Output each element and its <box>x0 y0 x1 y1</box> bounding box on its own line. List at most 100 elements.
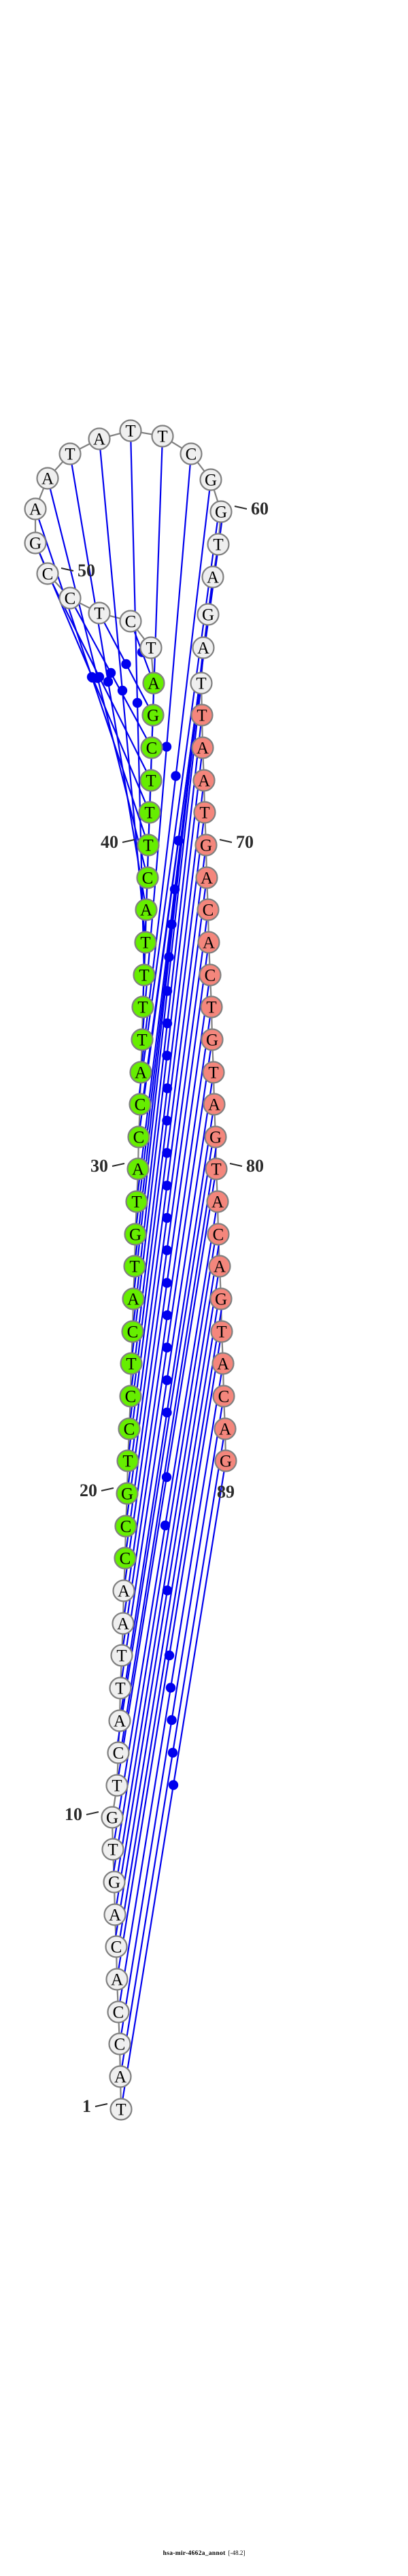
nucleotide-letter: T <box>199 804 209 823</box>
nucleotide-21-T[interactable]: T <box>116 1449 139 1472</box>
nucleotide-66-T[interactable]: T <box>190 704 214 727</box>
nucleotide-20-G[interactable]: G <box>116 1482 139 1505</box>
nucleotide-31-C[interactable]: C <box>127 1125 150 1149</box>
nucleotide-25-C[interactable]: C <box>121 1320 144 1343</box>
nucleotide-42-T[interactable]: T <box>139 769 163 792</box>
nucleotide-13-A[interactable]: A <box>108 1709 131 1732</box>
nucleotide-letter: C <box>218 1388 230 1406</box>
nucleotide-15-T[interactable]: T <box>110 1644 133 1667</box>
nucleotide-1-T[interactable]: T <box>109 2098 133 2121</box>
nucleotide-71-A[interactable]: A <box>195 866 218 889</box>
nucleotide-23-C[interactable]: C <box>119 1385 142 1408</box>
nucleotide-73-A[interactable]: A <box>197 931 220 954</box>
nucleotide-76-G[interactable]: G <box>201 1028 224 1051</box>
nucleotide-8-G[interactable]: G <box>103 1870 126 1894</box>
svg-text:50: 50 <box>78 561 95 580</box>
nucleotide-letter: A <box>197 640 209 658</box>
nucleotide-24-T[interactable]: T <box>120 1352 143 1375</box>
nucleotide-59-G[interactable]: G <box>199 468 222 491</box>
nucleotide-62-A[interactable]: A <box>201 565 224 589</box>
nucleotide-60-G[interactable]: G <box>209 500 233 523</box>
nucleotide-49-C[interactable]: C <box>58 587 82 610</box>
nucleotide-70-G[interactable]: G <box>194 833 218 857</box>
nucleotide-37-T[interactable]: T <box>134 931 157 954</box>
nucleotide-7-A[interactable]: A <box>103 1903 126 1926</box>
nucleotide-27-T[interactable]: T <box>123 1255 146 1278</box>
nucleotide-61-T[interactable]: T <box>207 533 230 556</box>
nucleotide-89-G[interactable]: G <box>214 1449 237 1472</box>
nucleotide-9-T[interactable]: T <box>101 1838 124 1861</box>
nucleotide-69-T[interactable]: T <box>193 801 216 824</box>
nucleotide-57-T[interactable]: T <box>151 425 174 448</box>
nucleotide-44-G[interactable]: G <box>141 704 165 727</box>
nucleotide-67-A[interactable]: A <box>191 736 214 759</box>
nucleotide-6-C[interactable]: C <box>105 1935 128 1958</box>
nucleotide-51-G[interactable]: G <box>24 531 47 555</box>
nucleotide-26-A[interactable]: A <box>122 1287 145 1310</box>
nucleotide-45-A[interactable]: A <box>142 672 165 695</box>
nucleotide-3-C[interactable]: C <box>108 2032 131 2055</box>
nucleotide-circle <box>120 1352 143 1375</box>
nucleotide-22-C[interactable]: C <box>118 1417 141 1440</box>
nucleotide-17-A[interactable]: A <box>112 1579 135 1602</box>
nucleotide-81-A[interactable]: A <box>206 1190 229 1213</box>
nucleotide-63-G[interactable]: G <box>197 603 220 626</box>
nucleotide-2-A[interactable]: A <box>109 2065 132 2088</box>
nucleotide-11-T[interactable]: T <box>105 1774 129 1797</box>
nucleotide-43-C[interactable]: C <box>140 736 163 759</box>
nucleotide-50-C[interactable]: C <box>36 562 59 585</box>
nucleotide-36-T[interactable]: T <box>133 963 156 987</box>
nucleotide-38-A[interactable]: A <box>135 898 158 921</box>
nucleotide-53-A[interactable]: A <box>36 467 59 490</box>
nucleotide-33-A[interactable]: A <box>129 1061 152 1084</box>
nucleotide-circle <box>108 2032 131 2055</box>
nucleotide-10-G[interactable]: G <box>101 1806 124 1829</box>
nucleotide-77-T[interactable]: T <box>202 1061 225 1084</box>
nucleotide-84-G[interactable]: G <box>209 1287 233 1310</box>
nucleotide-40-T[interactable]: T <box>137 833 160 857</box>
nucleotide-letter: T <box>146 640 156 658</box>
nucleotide-52-A[interactable]: A <box>24 497 47 521</box>
nucleotide-32-C[interactable]: C <box>129 1093 152 1116</box>
nucleotide-4-C[interactable]: C <box>107 2000 130 2024</box>
nucleotide-5-A[interactable]: A <box>105 1968 129 1991</box>
nucleotide-48-T[interactable]: T <box>88 601 111 625</box>
nucleotide-letter: G <box>129 1226 141 1244</box>
nucleotide-54-T[interactable]: T <box>58 442 82 465</box>
nucleotide-78-A[interactable]: A <box>203 1093 226 1116</box>
nucleotide-83-A[interactable]: A <box>208 1255 231 1278</box>
nucleotide-74-C[interactable]: C <box>199 963 222 987</box>
nucleotide-72-C[interactable]: C <box>197 898 220 921</box>
nucleotide-18-C[interactable]: C <box>114 1547 137 1570</box>
nucleotide-35-T[interactable]: T <box>131 995 154 1019</box>
nucleotide-39-C[interactable]: C <box>136 866 159 889</box>
nucleotide-34-T[interactable]: T <box>131 1028 154 1051</box>
nucleotide-41-T[interactable]: T <box>138 801 161 824</box>
nucleotide-19-C[interactable]: C <box>114 1515 137 1538</box>
nucleotide-88-A[interactable]: A <box>214 1417 237 1440</box>
nucleotide-letter: A <box>117 1615 129 1634</box>
nucleotide-79-G[interactable]: G <box>204 1125 227 1149</box>
nucleotide-58-C[interactable]: C <box>180 442 203 465</box>
nucleotide-55-A[interactable]: A <box>88 427 111 450</box>
nucleotide-letter: C <box>135 1096 146 1114</box>
nucleotide-28-G[interactable]: G <box>124 1223 147 1246</box>
nucleotide-47-C[interactable]: C <box>119 610 142 633</box>
nucleotide-80-T[interactable]: T <box>205 1157 228 1180</box>
nucleotide-86-A[interactable]: A <box>211 1352 235 1375</box>
nucleotide-64-A[interactable]: A <box>192 636 215 659</box>
nucleotide-68-A[interactable]: A <box>192 769 216 792</box>
nucleotide-30-A[interactable]: A <box>126 1157 150 1180</box>
nucleotide-14-T[interactable]: T <box>109 1677 132 1700</box>
basepair-at <box>122 1050 211 1645</box>
nucleotide-29-T[interactable]: T <box>125 1190 148 1213</box>
nucleotide-82-C[interactable]: C <box>207 1223 230 1246</box>
nucleotide-46-T[interactable]: T <box>139 636 163 659</box>
nucleotide-56-T[interactable]: T <box>119 419 142 442</box>
nucleotide-87-C[interactable]: C <box>212 1385 235 1408</box>
nucleotide-12-C[interactable]: C <box>107 1741 130 1764</box>
nucleotide-16-A[interactable]: A <box>112 1612 135 1635</box>
nucleotide-75-T[interactable]: T <box>200 995 223 1019</box>
nucleotide-65-T[interactable]: T <box>190 672 213 695</box>
nucleotide-85-T[interactable]: T <box>210 1320 233 1343</box>
